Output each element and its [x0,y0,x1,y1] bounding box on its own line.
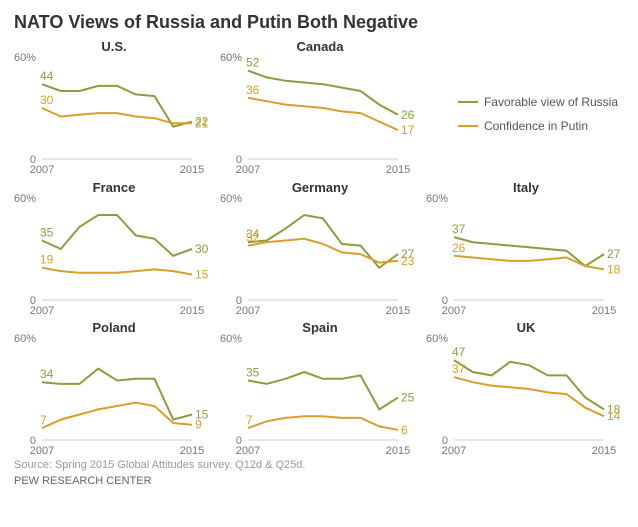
chart-panel: Italy060%2007201537272618 [426,180,626,319]
russia-line [42,215,192,256]
svg-text:35: 35 [40,225,54,239]
svg-text:2015: 2015 [386,445,410,457]
putin-line [42,403,192,429]
svg-text:27: 27 [607,247,621,261]
legend-item: Confidence in Putin [458,119,618,133]
svg-text:7: 7 [246,413,253,427]
svg-text:9: 9 [195,418,202,432]
putin-line [454,377,604,416]
svg-text:2007: 2007 [442,445,466,457]
svg-text:36: 36 [246,83,260,97]
svg-text:2015: 2015 [180,164,204,176]
russia-line [248,372,398,409]
chart-panel: Germany060%2007201534273223 [220,180,420,319]
panel-title: France [14,180,214,195]
legend-label: Confidence in Putin [484,119,588,133]
svg-text:2007: 2007 [30,445,54,457]
svg-text:37: 37 [452,362,466,376]
panel-title: Italy [426,180,626,195]
svg-text:2015: 2015 [386,305,410,317]
chart-svg: 060%20072015341579 [14,320,214,458]
putin-line [248,238,398,262]
panel-title: Canada [220,39,420,54]
legend-swatch [458,101,478,103]
svg-text:2015: 2015 [592,445,616,457]
chart-grid: U.S.060%2007201544223021Canada060%200720… [14,39,624,459]
svg-text:2007: 2007 [236,305,260,317]
chart-svg: 060%2007201544223021 [14,39,214,177]
svg-text:52: 52 [246,56,260,70]
svg-text:23: 23 [401,254,415,268]
svg-text:2007: 2007 [442,305,466,317]
svg-text:25: 25 [401,391,415,405]
svg-text:6: 6 [401,423,408,437]
legend: Favorable view of Russia Confidence in Pu… [458,95,618,143]
svg-text:2007: 2007 [236,445,260,457]
panel-title: Germany [220,180,420,195]
svg-text:15: 15 [195,267,209,281]
chart-panel: Favorable view of Russia Confidence in Pu… [426,39,626,178]
chart-panel: France060%2007201535301915 [14,180,214,319]
panel-title: Poland [14,320,214,335]
source-text: Source: Spring 2015 Global Attitudes sur… [14,459,624,471]
chart-svg: 060%2007201552263617 [220,39,420,177]
chart-panel: U.S.060%2007201544223021 [14,39,214,178]
putin-line [42,267,192,274]
svg-text:26: 26 [452,240,466,254]
svg-text:34: 34 [40,368,54,382]
svg-text:35: 35 [246,366,260,380]
svg-text:2007: 2007 [30,305,54,317]
chart-panel: Spain060%20072015352576 [220,320,420,459]
svg-text:32: 32 [246,230,260,244]
russia-line [42,84,192,127]
svg-text:2015: 2015 [592,305,616,317]
svg-text:30: 30 [40,93,54,107]
svg-text:17: 17 [401,123,415,137]
putin-line [248,417,398,431]
svg-text:47: 47 [452,345,466,359]
svg-text:18: 18 [607,262,621,276]
chart-panel: UK060%2007201547183714 [426,320,626,459]
svg-text:2015: 2015 [386,164,410,176]
panel-title: Spain [220,320,420,335]
chart-svg: 060%2007201537272618 [426,180,626,318]
svg-text:19: 19 [40,252,54,266]
svg-text:30: 30 [195,242,209,256]
svg-text:44: 44 [40,69,54,83]
russia-line [454,360,604,409]
chart-panel: Canada060%2007201552263617 [220,39,420,178]
chart-svg: 060%2007201547183714 [426,320,626,458]
legend-label: Favorable view of Russia [484,95,618,109]
svg-text:14: 14 [607,410,621,424]
svg-text:26: 26 [401,108,415,122]
legend-swatch [458,125,478,127]
svg-text:2015: 2015 [180,305,204,317]
svg-text:2007: 2007 [30,164,54,176]
chart-svg: 060%20072015352576 [220,320,420,458]
chart-svg: 060%2007201535301915 [14,180,214,318]
svg-text:2015: 2015 [180,445,204,457]
chart-panel: Poland060%20072015341579 [14,320,214,459]
page-title: NATO Views of Russia and Putin Both Nega… [14,12,624,33]
svg-text:2007: 2007 [236,164,260,176]
legend-item: Favorable view of Russia [458,95,618,109]
footer-text: PEW RESEARCH CENTER [14,475,624,487]
svg-text:7: 7 [40,413,47,427]
svg-text:21: 21 [195,116,209,130]
panel-title: U.S. [14,39,214,54]
russia-line [42,369,192,420]
svg-text:37: 37 [452,222,466,236]
panel-title: UK [426,320,626,335]
chart-svg: 060%2007201534273223 [220,180,420,318]
